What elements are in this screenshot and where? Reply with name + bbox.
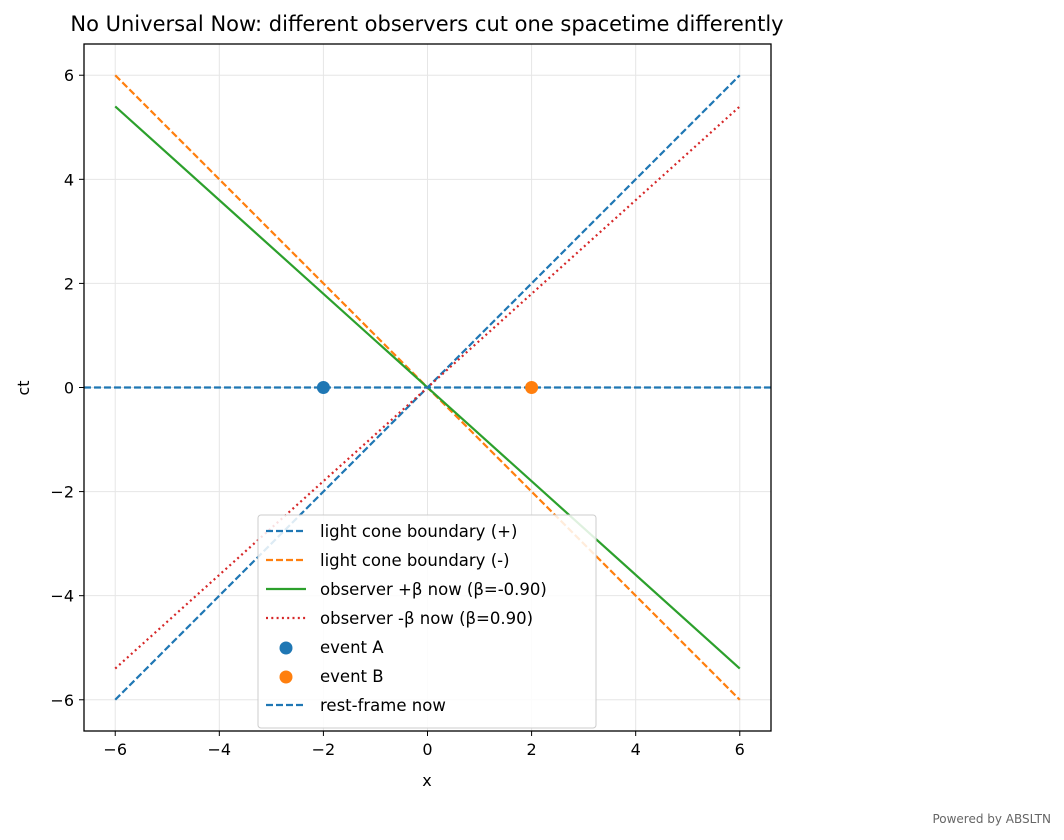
legend-entry: event A <box>279 638 384 657</box>
y-tick-label: 6 <box>64 66 74 85</box>
chart-title: No Universal Now: different observers cu… <box>70 12 783 36</box>
y-tick-label: 2 <box>64 274 74 293</box>
legend-entry: observer +β now (β=-0.90) <box>266 580 547 599</box>
legend: light cone boundary (+) light cone bounda… <box>257 514 597 729</box>
legend-entry: observer -β now (β=0.90) <box>266 609 533 628</box>
x-tick-label: −2 <box>312 740 336 759</box>
legend-label: light cone boundary (-) <box>320 551 510 570</box>
legend-box <box>257 514 597 729</box>
y-tick-label: 4 <box>64 170 74 189</box>
legend-swatch <box>279 670 293 684</box>
x-tick-label: 4 <box>631 740 641 759</box>
y-axis-label: ct <box>14 380 33 395</box>
axis-ticks: −6 −4 −2 0 2 4 6 −6 −4 −2 0 2 4 6 <box>50 66 744 759</box>
y-tick-label: −4 <box>50 587 74 606</box>
footer-credit: Powered by ABSLTN <box>932 812 1051 826</box>
x-axis-label: x <box>422 771 431 790</box>
legend-label: rest-frame now <box>320 696 446 715</box>
legend-entry: light cone boundary (+) <box>266 522 517 541</box>
legend-label: light cone boundary (+) <box>320 522 517 541</box>
x-tick-label: −4 <box>208 740 232 759</box>
legend-entry: rest-frame now <box>266 696 446 715</box>
plot-area <box>84 74 771 701</box>
legend-entry: light cone boundary (-) <box>266 551 510 570</box>
y-tick-label: −2 <box>50 483 74 502</box>
x-tick-label: −6 <box>103 740 127 759</box>
legend-entry: event B <box>279 667 384 686</box>
x-tick-label: 2 <box>526 740 536 759</box>
y-tick-label: −6 <box>50 691 74 710</box>
legend-label: event A <box>320 638 384 657</box>
y-tick-label: 0 <box>64 379 74 398</box>
point-event-a <box>316 381 330 394</box>
x-tick-label: 0 <box>422 740 432 759</box>
legend-label: observer -β now (β=0.90) <box>320 609 533 628</box>
legend-swatch <box>279 641 293 655</box>
legend-label: event B <box>320 667 384 686</box>
legend-label: observer +β now (β=-0.90) <box>320 580 547 599</box>
x-tick-label: 6 <box>735 740 745 759</box>
point-event-b <box>525 381 539 394</box>
